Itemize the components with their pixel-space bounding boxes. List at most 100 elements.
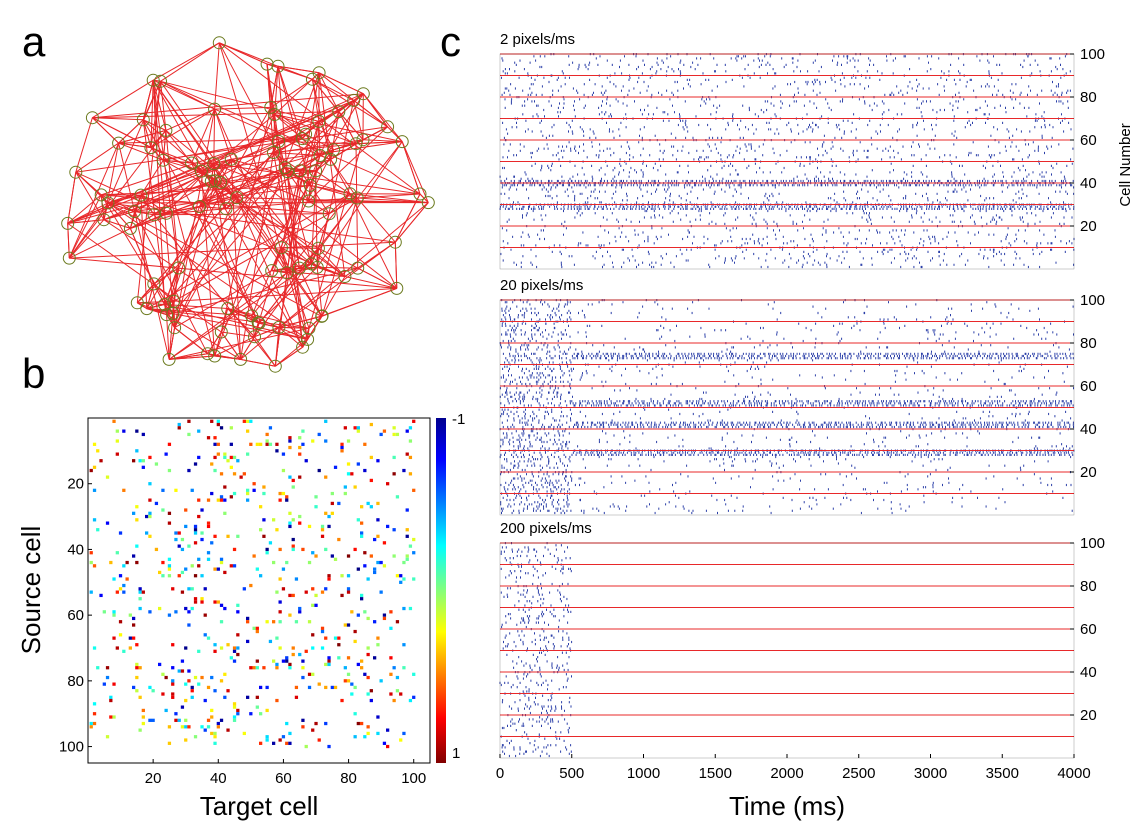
network-node bbox=[128, 205, 142, 218]
network-edge bbox=[174, 109, 216, 328]
network-edge bbox=[278, 326, 308, 340]
matrix-cell bbox=[206, 718, 211, 722]
network-node bbox=[214, 175, 227, 189]
network-edge bbox=[274, 114, 357, 145]
matrix-cell bbox=[141, 708, 145, 713]
network-edge bbox=[277, 65, 320, 74]
matrix-cell bbox=[311, 603, 315, 607]
matrix-cell bbox=[232, 715, 237, 719]
matrix-cell bbox=[382, 616, 387, 621]
raster-y-tick-label: 40 bbox=[1080, 175, 1097, 192]
matrix-cell bbox=[268, 442, 273, 446]
network-edge bbox=[75, 126, 388, 173]
matrix-cell bbox=[229, 495, 233, 499]
matrix-cell bbox=[213, 735, 217, 739]
network-edge bbox=[67, 222, 222, 333]
matrix-cell bbox=[333, 685, 338, 690]
matrix-cell bbox=[356, 613, 360, 617]
matrix-cell bbox=[405, 534, 409, 538]
matrix-cell bbox=[259, 685, 263, 690]
matrix-cell bbox=[324, 587, 328, 591]
matrix-cell bbox=[346, 462, 351, 466]
matrix-cell bbox=[340, 449, 344, 453]
matrix-cell bbox=[275, 662, 279, 667]
matrix-cell bbox=[350, 692, 354, 696]
matrix-cell bbox=[200, 574, 204, 578]
matrix-cell bbox=[301, 429, 305, 433]
matrix-cell bbox=[145, 531, 149, 535]
matrix-cell bbox=[298, 445, 302, 450]
network-edge bbox=[278, 315, 323, 328]
matrix-cell bbox=[265, 685, 269, 690]
matrix-x-tick-label: 80 bbox=[340, 770, 357, 787]
matrix-cell bbox=[285, 659, 289, 663]
network-edge bbox=[254, 326, 280, 338]
network-edge bbox=[174, 114, 276, 328]
matrix-cell bbox=[216, 600, 220, 604]
matrix-cell bbox=[132, 459, 136, 463]
matrix-cell bbox=[356, 462, 360, 466]
matrix-cell bbox=[386, 744, 390, 749]
matrix-cell bbox=[343, 623, 347, 627]
matrix-cell bbox=[171, 587, 175, 591]
network-edge bbox=[317, 266, 358, 269]
matrix-cell bbox=[311, 646, 315, 650]
matrix-cell bbox=[291, 547, 295, 552]
network-edge bbox=[328, 197, 358, 215]
matrix-cell bbox=[366, 652, 370, 657]
matrix-cell bbox=[206, 551, 211, 555]
matrix-cell bbox=[236, 646, 240, 650]
network-edge bbox=[142, 80, 154, 120]
matrix-cell bbox=[184, 508, 188, 512]
network-edge bbox=[168, 313, 174, 360]
matrix-cell bbox=[122, 429, 126, 433]
network-node bbox=[278, 161, 292, 175]
matrix-cell bbox=[281, 659, 286, 663]
matrix-cell bbox=[373, 620, 377, 624]
network-edge bbox=[278, 241, 396, 328]
matrix-cell bbox=[252, 482, 256, 486]
matrix-cell bbox=[213, 600, 217, 604]
network-edge bbox=[134, 211, 209, 354]
network-edge bbox=[153, 213, 330, 216]
matrix-y-tick-label: 20 bbox=[67, 476, 84, 493]
network-edge bbox=[318, 247, 358, 269]
matrix-cell bbox=[376, 560, 380, 565]
matrix-cell bbox=[122, 583, 126, 588]
network-edge bbox=[270, 78, 313, 108]
network-node bbox=[146, 73, 160, 87]
matrix-cell bbox=[288, 445, 292, 450]
network-node bbox=[252, 316, 266, 330]
matrix-x-tick-label: 100 bbox=[401, 770, 426, 787]
matrix-cell bbox=[324, 662, 328, 667]
network-edge bbox=[230, 158, 398, 289]
network-edge bbox=[310, 184, 351, 195]
network-edge bbox=[214, 108, 321, 156]
network-edge bbox=[103, 202, 109, 220]
matrix-cell bbox=[232, 646, 237, 650]
network-edge bbox=[69, 257, 397, 289]
matrix-cell bbox=[262, 485, 266, 489]
matrix-cell bbox=[167, 468, 172, 473]
matrix-cell bbox=[268, 426, 273, 430]
matrix-cell bbox=[301, 666, 305, 670]
matrix-cell bbox=[226, 643, 230, 647]
matrix-cell bbox=[333, 636, 338, 640]
matrix-cell bbox=[366, 731, 370, 736]
matrix-cell bbox=[330, 685, 334, 690]
matrix-cell bbox=[187, 544, 191, 548]
matrix-cell bbox=[135, 544, 139, 548]
matrix-cell bbox=[360, 597, 364, 601]
matrix-cell bbox=[327, 574, 331, 578]
network-node bbox=[212, 36, 226, 50]
matrix-cell bbox=[275, 698, 279, 703]
network-node bbox=[61, 216, 75, 230]
matrix-cell bbox=[190, 606, 194, 611]
matrix-cell bbox=[337, 537, 341, 542]
matrix-cell bbox=[376, 636, 380, 640]
matrix-cell bbox=[187, 419, 191, 423]
matrix-cell bbox=[96, 528, 100, 532]
matrix-cell bbox=[216, 725, 220, 729]
network-node bbox=[390, 281, 404, 295]
matrix-x-axis-label: Target cell bbox=[200, 791, 319, 821]
